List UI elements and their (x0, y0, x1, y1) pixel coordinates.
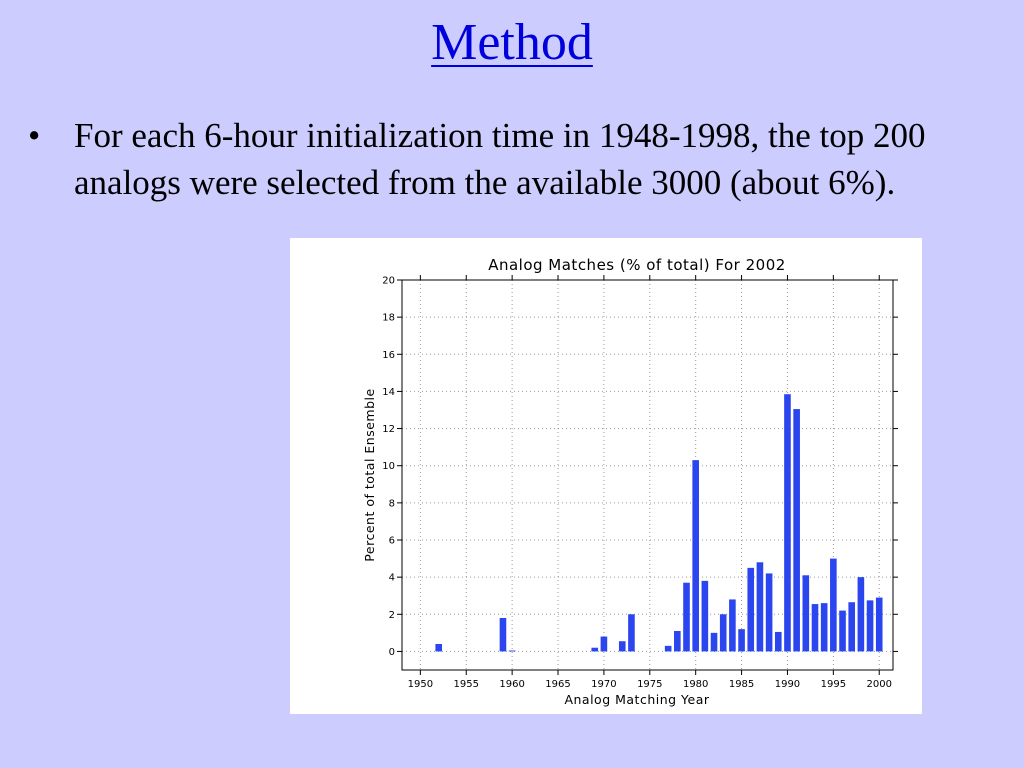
x-tick-label: 1955 (454, 679, 479, 690)
bar-1998 (857, 577, 865, 652)
y-tick-label: 10 (382, 461, 395, 472)
x-tick-label: 1985 (729, 679, 754, 690)
y-tick-label: 18 (382, 313, 395, 324)
x-tick-label: 2000 (867, 679, 892, 690)
y-axis-label: Percent of total Ensemble (362, 388, 377, 561)
bar-1984 (729, 599, 736, 652)
bar-1991 (793, 409, 800, 652)
bar-1973 (628, 614, 635, 652)
y-tick-label: 20 (382, 276, 395, 287)
x-tick-label: 1990 (775, 679, 800, 690)
bar-1972 (618, 641, 626, 652)
y-tick-label: 14 (382, 387, 395, 398)
bar-1981 (701, 580, 709, 652)
y-tick-label: 6 (389, 536, 395, 547)
x-axis-label: Analog Matching Year (564, 692, 709, 707)
bullet-item: • For each 6-hour initialization time in… (28, 112, 988, 206)
bar-1995 (830, 558, 837, 652)
bar-2000 (875, 597, 883, 652)
chart-title: Analog Matches (% of total) For 2002 (488, 256, 786, 274)
bar-1996 (839, 610, 846, 652)
chart-panel: Analog Matches (% of total) For 2002 0 2 4… (290, 238, 922, 714)
bar-1992 (802, 575, 810, 652)
bar-1999 (866, 600, 874, 652)
bar-1985 (738, 629, 745, 652)
bar-1980 (692, 460, 699, 652)
x-tick-label: 1995 (821, 679, 846, 690)
bar-1997 (848, 602, 856, 652)
x-tick-label: 1980 (683, 679, 708, 690)
x-tick-label: 1950 (408, 679, 433, 690)
chart-bars (435, 394, 883, 652)
x-tick-label: 1960 (499, 679, 524, 690)
bar-1978 (674, 631, 681, 652)
bar-1952 (435, 644, 443, 652)
x-tick-label: 1970 (591, 679, 616, 690)
bullet-list: • For each 6-hour initialization time in… (28, 112, 988, 206)
bar-1977 (664, 645, 672, 652)
chart-ticks: 0 2 4 6 8 10 12 14 16 18 20 1950 1955 1960 1965 1970 197… (382, 275, 898, 690)
y-tick-label: 0 (389, 647, 395, 658)
bullet-dot-icon: • (28, 116, 41, 155)
slide-title: Method (431, 14, 593, 71)
bar-1979 (683, 582, 690, 652)
bar-1970 (600, 636, 608, 652)
x-tick-label: 1965 (545, 679, 570, 690)
bar-1960 (508, 650, 516, 652)
plot-frame (401, 279, 894, 671)
bar-1987 (756, 562, 764, 652)
bar-chart: Analog Matches (% of total) For 2002 0 2 4… (362, 256, 898, 707)
bar-1994 (820, 603, 828, 652)
chart-grid (402, 279, 893, 670)
bar-1990 (784, 394, 791, 652)
y-tick-label: 4 (389, 573, 395, 584)
y-tick-label: 2 (389, 610, 395, 621)
x-tick-label: 1975 (637, 679, 662, 690)
bar-1988 (765, 573, 773, 652)
bullet-text: For each 6-hour initialization time in 1… (74, 116, 926, 202)
bar-1983 (719, 614, 727, 652)
bar-1993 (811, 604, 819, 652)
y-tick-label: 12 (382, 424, 395, 435)
bar-1989 (774, 631, 782, 652)
bar-1982 (710, 632, 718, 652)
bar-1959 (499, 618, 507, 652)
bar-1969 (591, 647, 599, 652)
bar-1986 (747, 567, 755, 652)
y-tick-label: 16 (382, 350, 395, 361)
y-tick-label: 8 (389, 498, 395, 509)
